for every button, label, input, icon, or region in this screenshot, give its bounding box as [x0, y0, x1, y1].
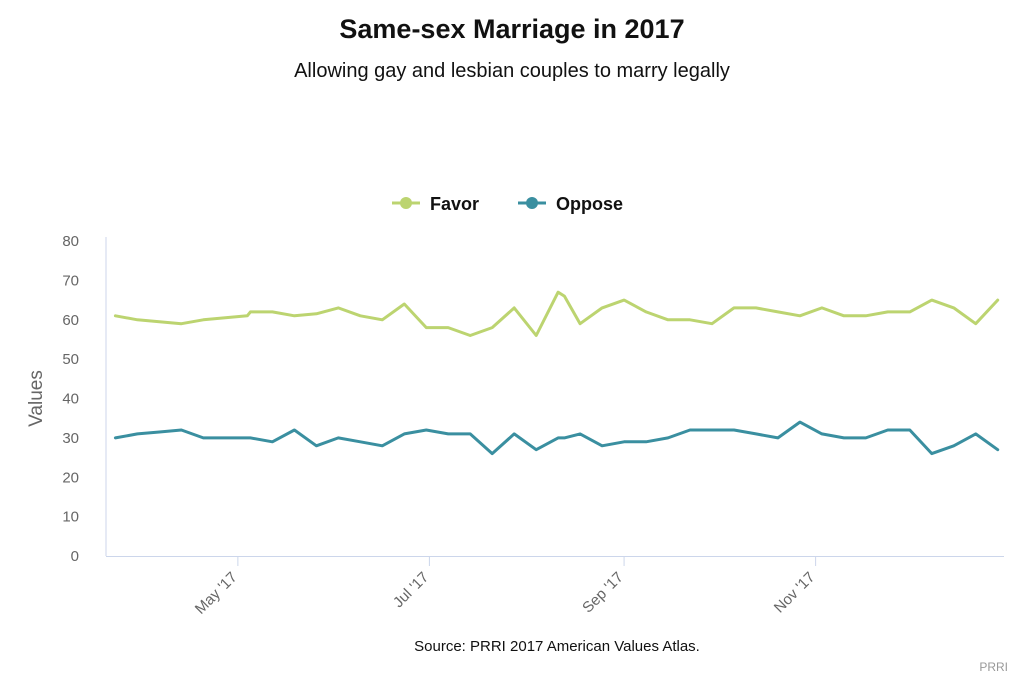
legend-item-oppose: Oppose — [518, 194, 623, 214]
y-tick-label: 50 — [62, 351, 79, 368]
x-tick-label: Jul '17 — [390, 569, 432, 611]
y-tick-label: 60 — [62, 312, 79, 329]
legend: Favor Oppose — [392, 194, 623, 214]
y-tick-label: 70 — [62, 272, 79, 289]
chart-title: Same-sex Marriage in 2017 — [339, 14, 685, 44]
series-line-favor — [113, 290, 1000, 337]
legend-dot-marker — [400, 197, 412, 209]
y-axis-title: Values — [26, 370, 47, 427]
legend-label: Oppose — [556, 194, 623, 214]
y-tick-label: 30 — [62, 430, 79, 447]
x-axis: May '17 Jul '17 Sep '17 Nov '17 — [106, 556, 1004, 618]
x-tick-label: Sep '17 — [579, 569, 627, 617]
source-note: Source: PRRI 2017 American Values Atlas. — [414, 638, 700, 655]
chart-subtitle: Allowing gay and lesbian couples to marr… — [294, 60, 730, 82]
x-tick-label: Nov '17 — [771, 569, 819, 617]
y-tick-label: 10 — [62, 509, 79, 526]
y-tick-label: 20 — [62, 469, 79, 486]
y-tick-label: 40 — [62, 391, 79, 408]
credit-label: PRRI — [979, 660, 1008, 674]
legend-dot-marker — [526, 197, 538, 209]
y-tick-label: 80 — [62, 233, 79, 250]
plot-area — [113, 290, 1000, 456]
legend-label: Favor — [430, 194, 479, 214]
y-axis: 0 10 20 30 40 50 60 70 80 Values — [26, 233, 107, 565]
series-line-oppose — [113, 420, 1000, 456]
x-tick-label: May '17 — [192, 569, 241, 618]
legend-item-favor: Favor — [392, 194, 479, 214]
y-tick-label: 0 — [71, 548, 79, 565]
